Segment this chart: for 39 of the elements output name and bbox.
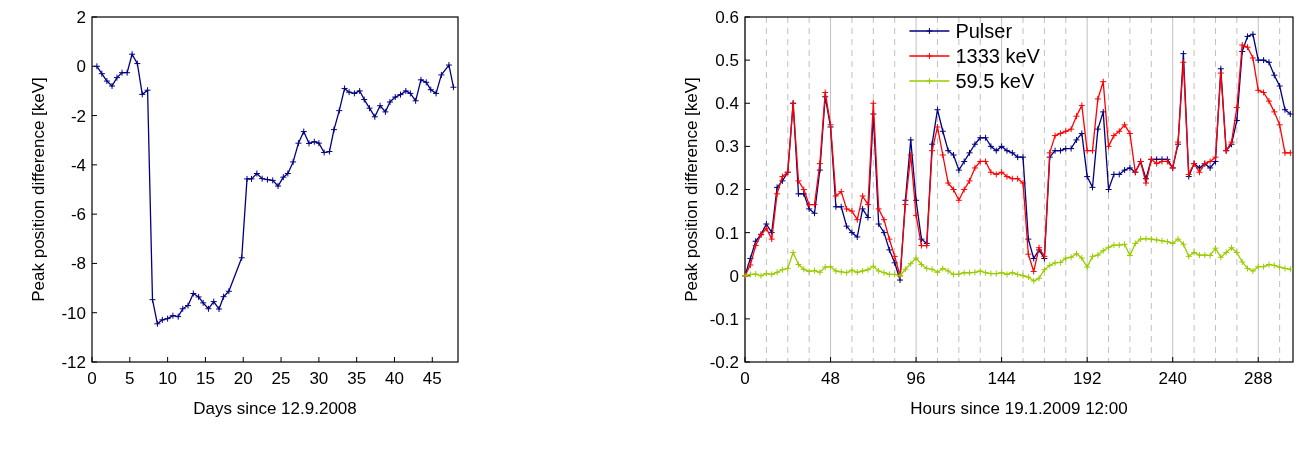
y-tick-label: 0 (729, 266, 739, 286)
x-tick-label: 40 (385, 369, 404, 388)
y-tick-label: -4 (70, 155, 86, 175)
y-tick-label: 0.6 (715, 7, 739, 27)
x-tick-label: 288 (1244, 369, 1273, 388)
x-tick-label: 20 (233, 369, 253, 388)
x-tick-label: 240 (1158, 369, 1187, 388)
x-tick-label: 192 (1072, 369, 1102, 388)
y-tick-label: -12 (61, 352, 86, 372)
y-tick-label: -2 (70, 106, 86, 126)
x-tick-label: 25 (271, 369, 291, 388)
x-tick-label: 45 (422, 369, 442, 388)
y-tick-label: 0.5 (715, 51, 739, 71)
y-tick-label: -10 (61, 303, 86, 323)
x-axis-title: Hours since 19.1.2009 12:00 (910, 399, 1128, 418)
x-tick-label: 35 (347, 369, 367, 388)
y-axis-title: Peak position difference [keV] (29, 77, 48, 302)
x-tick-label: 5 (125, 369, 135, 388)
x-tick-label: 96 (906, 369, 926, 388)
x-tick-label: 48 (821, 369, 840, 388)
legend-label: Pulser (955, 20, 1013, 42)
y-tick-label: -8 (70, 254, 86, 274)
x-tick-label: 10 (158, 369, 178, 388)
y-tick-label: 0.4 (715, 94, 739, 114)
legend-label: 1333 keV (955, 45, 1041, 67)
x-tick-label: 15 (195, 369, 215, 388)
legend-label: 59.5 keV (955, 70, 1036, 92)
y-tick-label: 0.1 (715, 223, 739, 243)
y-tick-label: -6 (70, 205, 86, 225)
y-tick-label: 2 (76, 7, 86, 27)
x-tick-label: 144 (987, 369, 1016, 388)
x-tick-label: 30 (309, 369, 329, 388)
x-axis-title: Days since 12.9.2008 (193, 399, 357, 418)
y-tick-label: 0.2 (715, 180, 739, 200)
y-tick-label: -0.2 (709, 352, 739, 372)
y-tick-label: -0.1 (709, 309, 739, 329)
y-axis-title: Peak position difference [keV] (682, 77, 701, 302)
y-tick-label: 0.3 (715, 137, 739, 157)
y-tick-label: 0 (76, 57, 86, 77)
